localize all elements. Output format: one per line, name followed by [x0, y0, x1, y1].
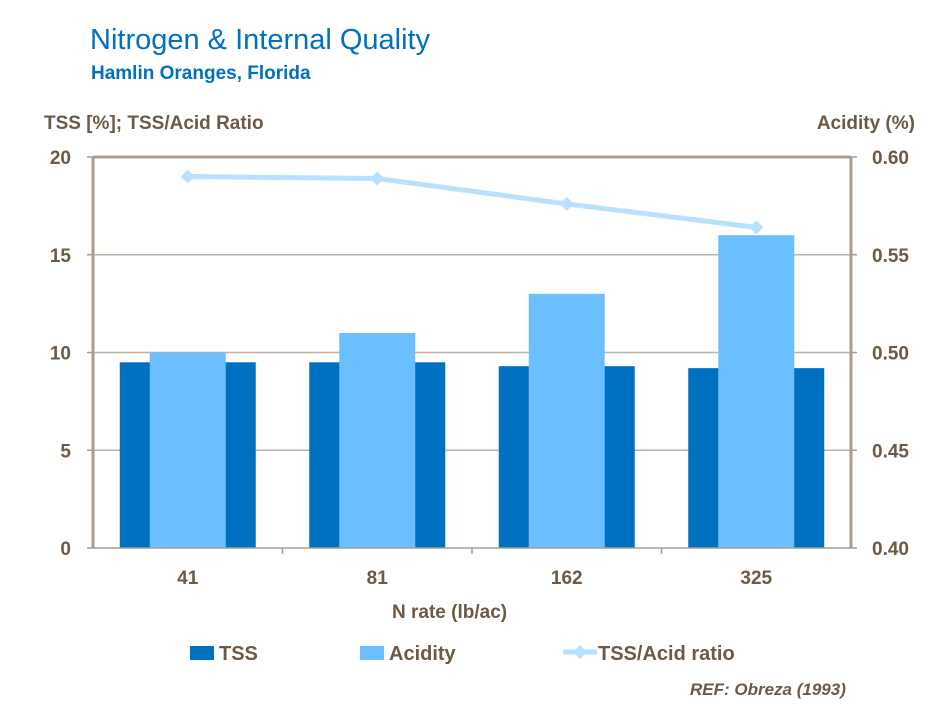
y-tick-label: 20	[50, 148, 71, 169]
y-tick-label: 10	[50, 344, 71, 365]
legend-label: TSS/Acid ratio	[598, 643, 735, 665]
y2-tick-label: 0.45	[872, 441, 909, 462]
marker-tss-acid-ratio	[559, 196, 574, 211]
y2-tick-label: 0.55	[872, 246, 909, 267]
bar-acidity	[149, 352, 226, 548]
legend-swatch	[360, 646, 384, 660]
legend-label: Acidity	[389, 643, 457, 665]
x-tick-label: 325	[740, 568, 772, 589]
marker-tss-acid-ratio	[180, 169, 195, 184]
legend-swatch	[190, 646, 214, 660]
reference-note: REF: Obreza (1993)	[690, 680, 846, 699]
x-axis-label: N rate (lb/ac)	[392, 602, 508, 623]
bar-acidity	[528, 293, 605, 548]
y2-axis-label: Acidity (%)	[816, 113, 915, 134]
legend-label: TSS	[219, 643, 258, 665]
marker-tss-acid-ratio	[749, 220, 764, 235]
y2-tick-label: 0.40	[872, 539, 909, 560]
y-tick-label: 5	[60, 441, 71, 462]
legend-marker	[573, 645, 587, 659]
x-tick-label: 41	[177, 568, 199, 589]
x-tick-label: 81	[367, 568, 389, 589]
chart-subtitle: Hamlin Oranges, Florida	[91, 63, 311, 84]
bar-acidity	[718, 235, 795, 548]
line-tss-acid-ratio	[187, 174, 757, 230]
y-axis-label: TSS [%]; TSS/Acid Ratio	[44, 113, 264, 134]
y2-tick-label: 0.60	[872, 148, 909, 169]
x-tick-label: 162	[551, 568, 583, 589]
y-tick-label: 0	[60, 539, 71, 560]
chart-title: Nitrogen & Internal Quality	[90, 24, 431, 56]
y2-tick-label: 0.50	[872, 344, 909, 365]
y-tick-label: 15	[50, 246, 72, 267]
marker-tss-acid-ratio	[370, 171, 385, 186]
bar-acidity	[339, 332, 416, 548]
